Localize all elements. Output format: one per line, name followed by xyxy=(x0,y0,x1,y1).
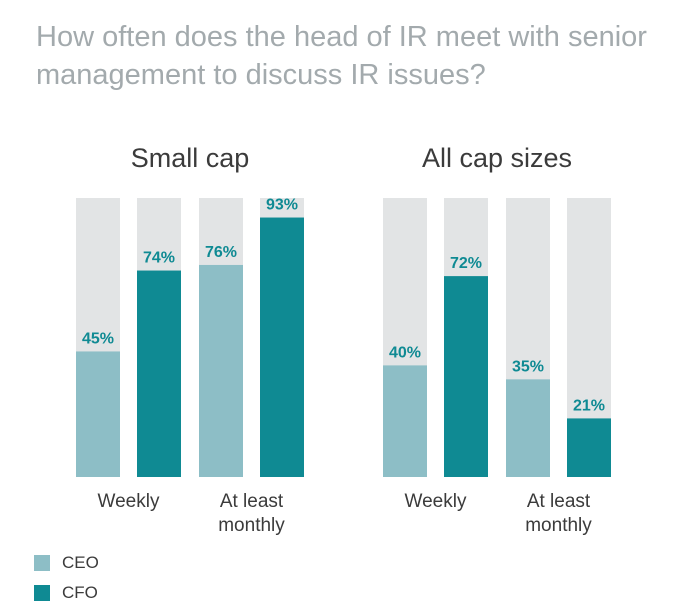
data-label: 35% xyxy=(512,358,544,375)
bar-cfo-at-least-monthly xyxy=(260,217,304,477)
bar-ceo-at-least-monthly xyxy=(506,379,550,477)
legend: CEO CFO xyxy=(34,548,99,608)
data-label: 72% xyxy=(450,255,482,272)
chart-area: Small cap 45% 74% Weekly 76% 93% At least month… xyxy=(76,143,611,536)
legend-swatch-ceo xyxy=(34,555,50,571)
bar-ceo-weekly xyxy=(383,365,427,477)
bar-ceo-weekly xyxy=(76,351,120,477)
data-label: 93% xyxy=(266,197,298,214)
data-label: 45% xyxy=(82,330,114,347)
bar-cfo-at-least-monthly xyxy=(567,418,611,477)
bar-ceo-at-least-monthly xyxy=(199,264,243,477)
category-label-weekly: Weekly xyxy=(405,491,467,512)
category-label-weekly: Weekly xyxy=(98,491,160,512)
bar-cfo-weekly xyxy=(137,270,181,477)
legend-item-cfo: CFO xyxy=(34,578,99,608)
panel-title-all-cap-sizes: All cap sizes xyxy=(422,143,572,173)
legend-swatch-cfo xyxy=(34,585,50,601)
legend-label-cfo: CFO xyxy=(62,583,98,602)
legend-label-ceo: CEO xyxy=(62,553,99,572)
data-label: 40% xyxy=(389,344,421,361)
data-label: 74% xyxy=(143,250,175,267)
category-label-at-least-monthly: At least monthly xyxy=(218,491,285,536)
data-label: 76% xyxy=(205,244,237,261)
category-label-at-least-monthly: At least monthly xyxy=(525,491,592,536)
data-label: 21% xyxy=(573,397,605,414)
bar-cfo-weekly xyxy=(444,276,488,477)
chart-title: How often does the head of IR meet with … xyxy=(36,21,647,91)
legend-item-ceo: CEO xyxy=(34,548,99,578)
panel-title-small-cap: Small cap xyxy=(131,143,250,173)
